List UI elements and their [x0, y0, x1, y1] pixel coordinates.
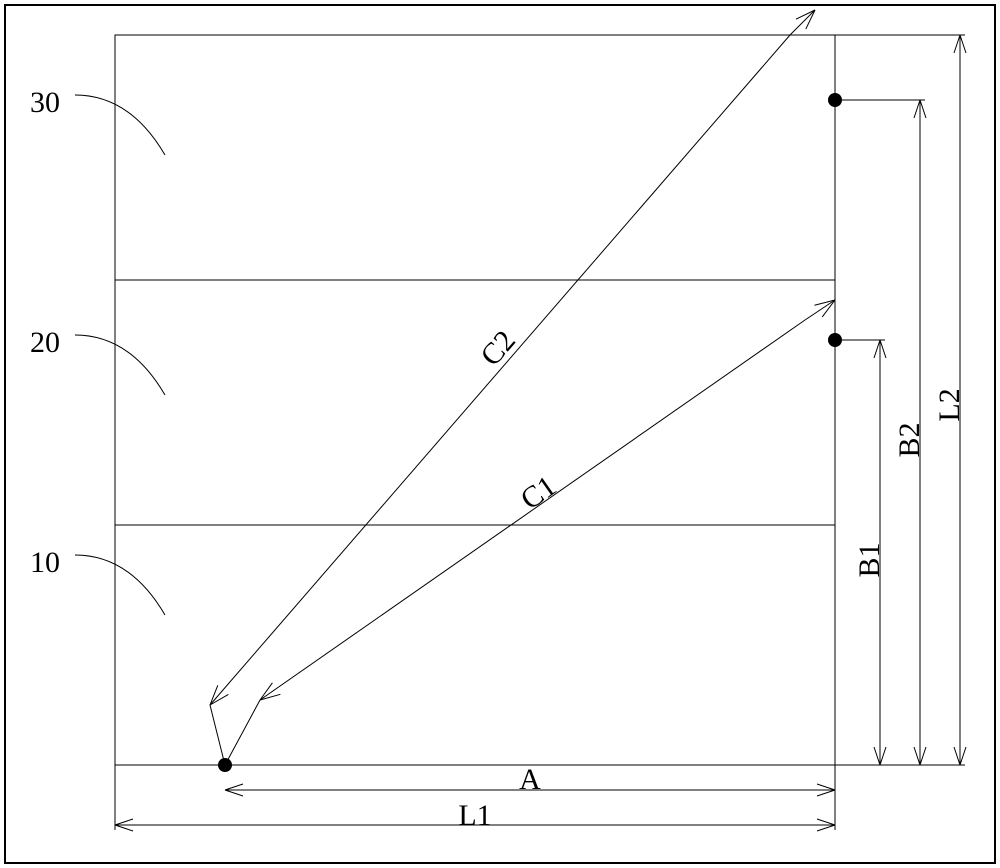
ref-label-30: 30	[30, 86, 165, 155]
outer-border	[5, 5, 995, 863]
dim-B2-label: B2	[893, 422, 926, 457]
dim-A-label: A	[519, 763, 541, 796]
diagonal-C1	[225, 300, 835, 765]
dim-B1-label: B1	[853, 542, 886, 577]
diagonal-C2	[210, 10, 815, 765]
dim-L1-label: L1	[458, 799, 491, 832]
panel-stack	[115, 35, 835, 765]
ref-label-20: 20	[30, 326, 165, 395]
ref-leader	[75, 335, 165, 395]
ref-leader	[75, 95, 165, 155]
node-bl	[218, 758, 232, 772]
dim-L2-label: L2	[933, 388, 966, 421]
diagonal-C1-label: C1	[515, 469, 563, 516]
ref-label-10: 10	[30, 546, 165, 615]
ref-label-20-text: 20	[30, 326, 60, 359]
diagonal-C2-label: C2	[474, 324, 522, 372]
ref-label-30-text: 30	[30, 86, 60, 119]
ref-leader	[75, 555, 165, 615]
ref-label-10-text: 10	[30, 546, 60, 579]
